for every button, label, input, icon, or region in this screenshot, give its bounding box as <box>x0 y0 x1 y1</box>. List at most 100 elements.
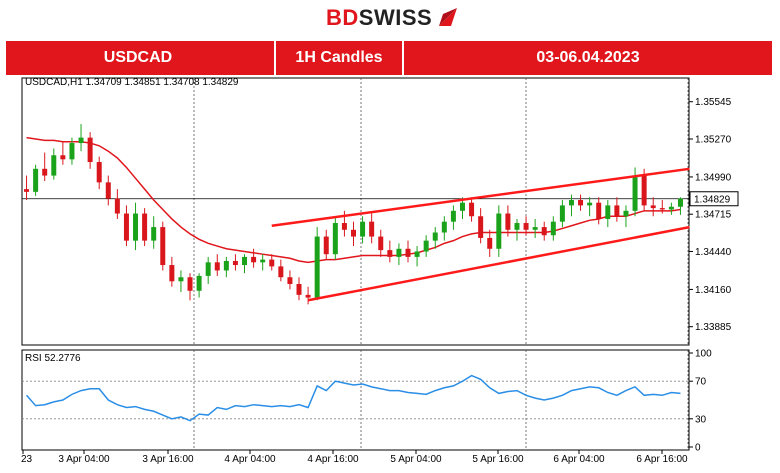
candle-body <box>459 202 465 211</box>
candle-body <box>223 260 229 271</box>
candle-body <box>78 137 84 144</box>
candle-body <box>269 259 275 267</box>
channel-lower-line <box>307 225 690 302</box>
price-tick-label: 1.34715 <box>695 210 732 221</box>
chart-info-label: USDCAD,H1 1.34709 1.34851 1.34708 1.3482… <box>25 77 239 88</box>
candle-body <box>51 155 57 176</box>
candle-body <box>360 221 366 237</box>
candle-body <box>260 259 266 263</box>
candle-body <box>151 227 157 241</box>
candle-body <box>278 266 284 278</box>
candle-body <box>677 198 683 207</box>
candle-body <box>187 277 193 291</box>
rsi-pane-border <box>21 349 690 451</box>
banner-divider <box>274 41 276 75</box>
time-tick-label: 3 Apr 04:00 <box>58 454 110 465</box>
candle-body <box>550 221 556 236</box>
price-tick-label: 1.35545 <box>695 97 732 108</box>
last-price-label: 1.34829 <box>694 194 731 205</box>
candle-body <box>60 155 66 160</box>
candle-body <box>541 227 547 236</box>
candle-body <box>160 227 166 266</box>
candle-body <box>69 143 75 160</box>
candle-body <box>514 223 520 230</box>
candle-body <box>505 213 511 230</box>
date-range-label: 03-06.04.2023 <box>536 49 640 66</box>
candle-body <box>114 198 120 214</box>
time-tick-label: 5 Apr 04:00 <box>390 454 442 465</box>
candle-body <box>568 199 574 206</box>
candle-body <box>414 251 420 257</box>
rsi-info-label: RSI 52.2776 <box>25 353 81 364</box>
candle-body <box>405 248 411 257</box>
candle-body <box>33 168 39 192</box>
candle-body <box>323 236 329 255</box>
candle-body <box>614 205 620 217</box>
candle-body <box>305 294 311 298</box>
moving-average-line <box>26 136 681 264</box>
candle-body <box>641 175 647 206</box>
brand-arrow-icon <box>439 8 457 26</box>
timeframe-label: 1H Candles <box>295 49 383 66</box>
brand-prefix: BD <box>326 5 359 30</box>
candle-body <box>668 206 674 210</box>
time-tick-label: 4 Apr 16:00 <box>307 454 359 465</box>
price-tick-label: 1.34160 <box>695 285 732 296</box>
candle-body <box>351 229 356 237</box>
candle-body <box>332 223 338 255</box>
candle-body <box>623 210 629 217</box>
candle-body <box>205 262 211 276</box>
time-tick-label: 5 Apr 16:00 <box>472 454 524 465</box>
rsi-tick-label: 30 <box>695 414 707 425</box>
candle-body <box>487 237 493 249</box>
brand-logo: BDSWISS <box>0 0 780 38</box>
channel-upper-line <box>271 167 690 227</box>
candle-body <box>369 221 375 237</box>
candle-body <box>178 277 184 282</box>
candle-body <box>532 227 538 230</box>
candle-body <box>478 216 484 238</box>
price-tick-label: 1.33885 <box>695 322 732 333</box>
candle-body <box>296 284 302 295</box>
candle-body <box>650 205 656 209</box>
candle-body <box>242 256 248 266</box>
rsi-tick-label: 100 <box>695 349 712 360</box>
candle-body <box>214 262 220 271</box>
candle-body <box>559 205 565 222</box>
candle-body <box>105 182 111 199</box>
candle-body <box>123 213 129 241</box>
candle-body <box>314 236 320 298</box>
candle-body <box>133 213 139 241</box>
candle-body <box>496 213 502 249</box>
candle-body <box>450 210 456 222</box>
candle-body <box>523 223 529 230</box>
candle-body <box>587 202 593 206</box>
candle-body <box>632 175 638 211</box>
candle-body <box>42 168 48 176</box>
time-tick-label: 23 <box>21 454 33 465</box>
candle-body <box>142 213 148 241</box>
candle-body <box>378 236 384 251</box>
rsi-line <box>25 374 681 422</box>
candle-body <box>423 240 429 252</box>
candle-body <box>396 248 402 257</box>
chart-header-banner: USDCAD 1H Candles 03-06.04.2023 <box>6 41 772 75</box>
price-tick-label: 1.34440 <box>695 247 732 258</box>
candle-body <box>287 277 293 285</box>
price-pane-border <box>21 77 690 346</box>
rsi-tick-label: 70 <box>695 377 707 388</box>
candle-body <box>24 189 30 192</box>
candle-body <box>341 223 347 230</box>
time-tick-label: 3 Apr 16:00 <box>142 454 194 465</box>
candle-body <box>659 208 665 210</box>
price-tick-label: 1.35270 <box>695 134 732 145</box>
candle-body <box>469 202 475 217</box>
candle-body <box>196 275 202 291</box>
rsi-tick-label: 0 <box>695 443 701 454</box>
candle-body <box>432 232 438 241</box>
candle-body <box>596 202 602 219</box>
last-price-box <box>689 191 739 207</box>
time-tick-label: 4 Apr 04:00 <box>224 454 276 465</box>
time-tick-label: 6 Apr 04:00 <box>553 454 605 465</box>
